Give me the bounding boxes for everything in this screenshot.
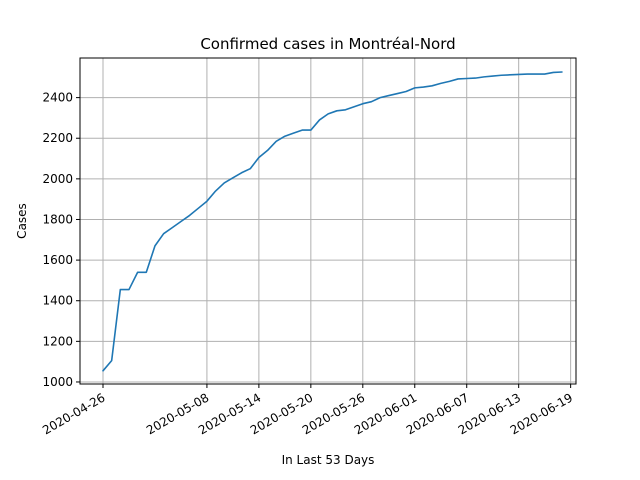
y-tick-label: 1800 xyxy=(42,212,73,226)
y-tick-label: 1600 xyxy=(42,253,73,267)
y-tick-label: 2200 xyxy=(42,131,73,145)
y-axis-label: Cases xyxy=(15,203,29,239)
y-tick-label: 2000 xyxy=(42,172,73,186)
series-line-confirmed-cases xyxy=(102,71,563,372)
y-axis-ticks: 1000 1200 1400 1600 1800 2000 2200 2400 xyxy=(42,91,80,389)
plot-frame xyxy=(79,57,577,385)
y-tick-label: 1000 xyxy=(42,375,73,389)
x-tick-label: 2020-04-26 xyxy=(40,390,107,437)
chart-title: Confirmed cases in Montréal-Nord xyxy=(200,35,455,53)
y-tick-label: 1200 xyxy=(42,334,73,348)
x-axis-ticks: 2020-04-26 2020-05-082020-05-142020-05-20… xyxy=(40,384,575,437)
y-tick-label: 1400 xyxy=(42,294,73,308)
grid-lines xyxy=(80,58,576,384)
x-axis-label: In Last 53 Days xyxy=(282,453,375,467)
y-tick-label: 2400 xyxy=(42,91,73,105)
